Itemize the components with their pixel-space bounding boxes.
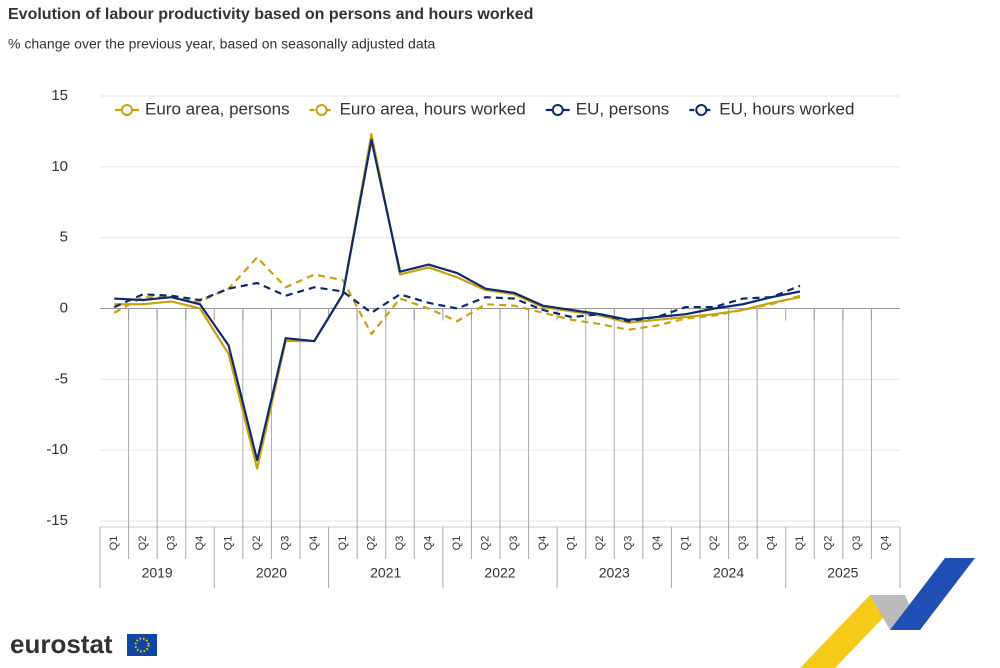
x-tick-label: Q2 xyxy=(137,536,149,551)
x-tick-label: Q2 xyxy=(822,536,834,551)
legend-item: EU, persons xyxy=(545,99,670,118)
x-tick-label: Q4 xyxy=(880,536,892,551)
x-tick-label: Q1 xyxy=(222,536,234,551)
y-tick-label: 10 xyxy=(51,158,68,175)
y-tick-label: -5 xyxy=(55,370,68,387)
legend-marker xyxy=(121,104,133,116)
legend-item: Euro area, persons xyxy=(115,99,290,118)
x-tick-label: Q4 xyxy=(765,536,777,551)
y-tick-label: -10 xyxy=(46,441,68,458)
x-tick-label: Q2 xyxy=(365,536,377,551)
series-line xyxy=(113,256,801,336)
deco-blue xyxy=(890,558,975,630)
x-tick-label: Q2 xyxy=(708,536,720,551)
x-tick-label: Q2 xyxy=(594,536,606,551)
x-tick-label: Q4 xyxy=(537,536,549,551)
x-tick-label: Q3 xyxy=(851,536,863,551)
year-label: 2022 xyxy=(484,565,515,581)
x-tick-label: Q1 xyxy=(451,536,463,551)
legend-label: Euro area, persons xyxy=(145,99,290,118)
x-tick-label: Q2 xyxy=(480,536,492,551)
year-label: 2024 xyxy=(713,565,744,581)
chart-title: Evolution of labour productivity based o… xyxy=(8,6,533,23)
legend-item: EU, hours worked xyxy=(689,99,854,118)
logo-text: eurostat xyxy=(10,629,113,659)
y-tick-label: 5 xyxy=(60,229,68,246)
legend-marker xyxy=(695,104,708,116)
x-tick-label: Q3 xyxy=(508,536,520,551)
y-tick-label: 15 xyxy=(51,87,68,104)
x-tick-label: Q1 xyxy=(337,536,349,551)
x-tick-label: Q4 xyxy=(308,536,320,551)
legend-label: Euro area, hours worked xyxy=(340,99,526,118)
year-label: 2021 xyxy=(370,565,401,581)
x-tick-label: Q3 xyxy=(165,536,177,551)
year-label: 2023 xyxy=(599,565,630,581)
x-tick-label: Q4 xyxy=(651,536,663,551)
x-tick-label: Q4 xyxy=(194,536,206,551)
legend-marker xyxy=(315,104,328,116)
y-tick-label: -15 xyxy=(46,512,68,529)
x-tick-label: Q3 xyxy=(280,536,292,551)
x-tick-label: Q1 xyxy=(565,536,577,551)
legend-item: Euro area, hours worked xyxy=(309,99,526,118)
year-label: 2019 xyxy=(142,565,173,581)
eu-stars xyxy=(134,637,150,653)
series-line xyxy=(114,133,801,470)
legend-marker xyxy=(551,104,564,116)
decoration xyxy=(800,558,975,668)
chart-subtitle: % change over the previous year, based o… xyxy=(8,36,436,52)
x-tick-label: Q1 xyxy=(680,536,692,551)
x-tick-label: Q2 xyxy=(251,536,263,551)
legend-label: EU, hours worked xyxy=(719,99,854,118)
legend-label: EU, persons xyxy=(576,99,670,118)
year-label: 2025 xyxy=(827,565,858,581)
x-tick-label: Q1 xyxy=(108,536,120,551)
series-line xyxy=(114,138,801,462)
x-tick-label: Q3 xyxy=(394,536,406,551)
x-tick-label: Q1 xyxy=(794,536,806,551)
y-tick-label: 0 xyxy=(60,299,68,316)
logo: eurostat xyxy=(10,629,157,659)
series-line xyxy=(113,281,801,323)
x-tick-label: Q3 xyxy=(622,536,634,551)
eu-flag xyxy=(127,634,157,656)
deco-yellow xyxy=(800,595,905,668)
x-tick-label: Q4 xyxy=(422,536,434,551)
year-label: 2020 xyxy=(256,565,287,581)
x-tick-label: Q3 xyxy=(737,536,749,551)
